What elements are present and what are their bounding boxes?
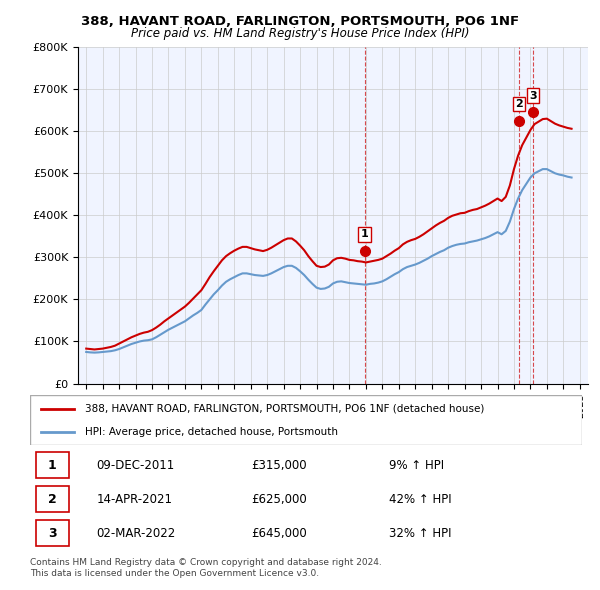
Text: 3: 3 — [48, 527, 56, 540]
Text: 2: 2 — [48, 493, 56, 506]
Text: 1: 1 — [361, 230, 368, 240]
Text: 388, HAVANT ROAD, FARLINGTON, PORTSMOUTH, PO6 1NF: 388, HAVANT ROAD, FARLINGTON, PORTSMOUTH… — [81, 15, 519, 28]
Text: Price paid vs. HM Land Registry's House Price Index (HPI): Price paid vs. HM Land Registry's House … — [131, 27, 469, 40]
Text: £625,000: £625,000 — [251, 493, 307, 506]
Text: 14-APR-2021: 14-APR-2021 — [96, 493, 172, 506]
Text: HPI: Average price, detached house, Portsmouth: HPI: Average price, detached house, Port… — [85, 427, 338, 437]
Text: 32% ↑ HPI: 32% ↑ HPI — [389, 527, 451, 540]
Text: £315,000: £315,000 — [251, 459, 307, 472]
Text: 02-MAR-2022: 02-MAR-2022 — [96, 527, 175, 540]
Text: 9% ↑ HPI: 9% ↑ HPI — [389, 459, 444, 472]
FancyBboxPatch shape — [35, 520, 68, 546]
Text: 1: 1 — [48, 459, 56, 472]
Text: £645,000: £645,000 — [251, 527, 307, 540]
FancyBboxPatch shape — [35, 452, 68, 478]
Text: This data is licensed under the Open Government Licence v3.0.: This data is licensed under the Open Gov… — [30, 569, 319, 578]
FancyBboxPatch shape — [35, 486, 68, 512]
Text: 09-DEC-2011: 09-DEC-2011 — [96, 459, 175, 472]
Text: 3: 3 — [529, 91, 537, 100]
Text: 42% ↑ HPI: 42% ↑ HPI — [389, 493, 451, 506]
FancyBboxPatch shape — [30, 395, 582, 445]
Text: 388, HAVANT ROAD, FARLINGTON, PORTSMOUTH, PO6 1NF (detached house): 388, HAVANT ROAD, FARLINGTON, PORTSMOUTH… — [85, 404, 485, 414]
Text: 2: 2 — [515, 99, 523, 109]
Text: Contains HM Land Registry data © Crown copyright and database right 2024.: Contains HM Land Registry data © Crown c… — [30, 558, 382, 566]
